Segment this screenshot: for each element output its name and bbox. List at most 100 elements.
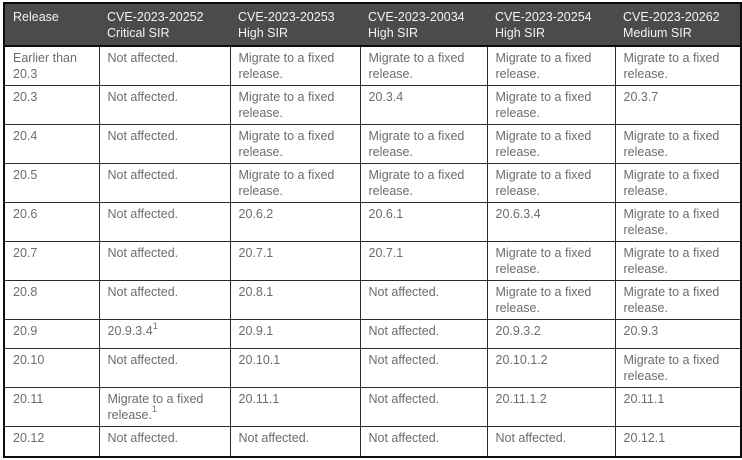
fixed-release-cell: Not affected. xyxy=(359,319,488,349)
release-cell: 20.10 xyxy=(3,348,100,388)
fixed-release-cell: Migrate to a fixed release. xyxy=(229,45,361,86)
fixed-release-cell: 20.11.1 xyxy=(229,387,361,427)
table-row: 20.10 Not affected. 20.10.1 Not affected. 20… xyxy=(3,348,742,388)
fixed-release-cell: Not affected. xyxy=(98,348,231,388)
fixed-release-cell: 20.6.1 xyxy=(359,202,488,242)
column-header-cve-2023-20253: CVE-2023-20253 High SIR xyxy=(230,3,360,47)
fixed-release-cell: Migrate to a fixed release. xyxy=(486,241,616,281)
cve-id-label: CVE-2023-20253 xyxy=(238,10,335,24)
table-row: 20.9 20.9.3.41 20.9.1 Not affected. 20.9.3.2… xyxy=(3,319,742,349)
release-cell: 20.7 xyxy=(3,241,100,281)
column-header-cve-2023-20262: CVE-2023-20262 Medium SIR xyxy=(615,3,741,47)
fixed-release-cell: Not affected. xyxy=(229,426,361,457)
fixed-release-cell: 20.7.1 xyxy=(229,241,361,281)
fixed-release-cell: Migrate to a fixed release. xyxy=(486,45,616,86)
fixed-release-cell: 20.10.1 xyxy=(229,348,361,388)
fixed-release-cell: Migrate to a fixed release. xyxy=(229,85,361,125)
fixed-release-cell: Not affected. xyxy=(98,426,231,457)
fixed-release-cell: 20.9.3 xyxy=(614,319,742,349)
fixed-release-cell: Migrate to a fixed release. xyxy=(486,85,616,125)
fixed-release-cell: Migrate to a fixed release. xyxy=(229,124,361,164)
release-cell: 20.5 xyxy=(3,163,100,203)
fixed-release-cell: 20.8.1 xyxy=(229,280,361,320)
table-row: 20.12 Not affected. Not affected. Not affec… xyxy=(3,426,742,457)
fixed-release-cell: Not affected. xyxy=(98,124,231,164)
fixed-release-cell: Migrate to a fixed release. xyxy=(614,348,742,388)
release-cell: 20.11 xyxy=(3,387,100,427)
sir-level-label: High SIR xyxy=(495,26,546,40)
fixed-release-cell: 20.3.4 xyxy=(359,85,488,125)
fixed-release-cell: 20.6.3.4 xyxy=(486,202,616,242)
table-row: 20.4 Not affected. Migrate to a fixed rele… xyxy=(3,124,742,164)
fixed-release-cell: Migrate to a fixed release. xyxy=(614,45,742,86)
fixed-release-cell: Not affected. xyxy=(359,348,488,388)
sir-level-label: High SIR xyxy=(238,26,289,40)
column-header-cve-2023-20034: CVE-2023-20034 High SIR xyxy=(360,3,487,47)
fixed-release-cell: 20.9.1 xyxy=(229,319,361,349)
fixed-release-cell: Not affected. xyxy=(359,426,488,457)
table-body: Earlier than 20.3 Not affected. Migrate to… xyxy=(3,45,742,457)
fixed-release-cell: Migrate to a fixed release. xyxy=(486,124,616,164)
fixed-release-cell: Not affected. xyxy=(359,387,488,427)
release-cell: 20.3 xyxy=(3,85,100,125)
cve-id-label: CVE-2023-20254 xyxy=(495,10,592,24)
fixed-release-cell: 20.11.1 xyxy=(614,387,742,427)
fixed-release-cell: Not affected. xyxy=(98,163,231,203)
fixed-release-cell: Not affected. xyxy=(98,241,231,281)
table-row: 20.11 Migrate to a fixed release.1 20.11.1… xyxy=(3,387,742,427)
table-row: 20.5 Not affected. Migrate to a fixed rele… xyxy=(3,163,742,203)
sir-level-label: High SIR xyxy=(368,26,419,40)
fixed-release-cell: Migrate to a fixed release.1 xyxy=(98,387,231,427)
release-cell: 20.12 xyxy=(3,426,100,457)
column-header-cve-2023-20252: CVE-2023-20252 Critical SIR xyxy=(99,3,230,47)
table-header: Release CVE-2023-20252 Critical SIR CVE-202… xyxy=(4,3,741,47)
fixed-release-cell: Not affected. xyxy=(98,280,231,320)
first-fixed-release-table: Release CVE-2023-20252 Critical SIR CVE-202… xyxy=(3,2,742,458)
fixed-release-cell: Migrate to a fixed release. xyxy=(614,163,742,203)
fixed-release-cell: Migrate to a fixed release. xyxy=(486,163,616,203)
table-row: Earlier than 20.3 Not affected. Migrate to… xyxy=(3,45,742,86)
footnote-marker: 1 xyxy=(151,404,157,415)
fixed-release-cell: Migrate to a fixed release. xyxy=(614,202,742,242)
fixed-release-cell: Migrate to a fixed release. xyxy=(359,45,488,86)
fixed-release-cell: Migrate to a fixed release. xyxy=(614,124,742,164)
fixed-release-cell: 20.3.7 xyxy=(614,85,742,125)
sir-level-label: Medium SIR xyxy=(623,26,692,40)
cve-id-label: CVE-2023-20252 xyxy=(107,10,204,24)
fixed-release-cell: 20.11.1.2 xyxy=(486,387,616,427)
cve-id-label: CVE-2023-20034 xyxy=(368,10,465,24)
fixed-release-cell: 20.12.1 xyxy=(614,426,742,457)
footnote-marker: 1 xyxy=(152,320,158,331)
fixed-release-cell: Not affected. xyxy=(98,202,231,242)
fixed-release-cell: 20.10.1.2 xyxy=(486,348,616,388)
release-cell: Earlier than 20.3 xyxy=(3,45,100,86)
header-row: Release CVE-2023-20252 Critical SIR CVE-202… xyxy=(4,3,741,47)
fixed-release-cell: 20.9.3.2 xyxy=(486,319,616,349)
sir-level-label: Critical SIR xyxy=(107,26,170,40)
column-header-release: Release xyxy=(4,3,99,47)
release-cell: 20.8 xyxy=(3,280,100,320)
fixed-release-cell: Migrate to a fixed release. xyxy=(614,280,742,320)
fixed-release-cell: Migrate to a fixed release. xyxy=(614,241,742,281)
release-cell: 20.9 xyxy=(3,319,100,349)
table-row: 20.8 Not affected. 20.8.1 Not affected. Migr… xyxy=(3,280,742,320)
table-row: 20.6 Not affected. 20.6.2 20.6.1 20.6.3.4 Mig… xyxy=(3,202,742,242)
column-header-cve-2023-20254: CVE-2023-20254 High SIR xyxy=(487,3,615,47)
table-row: 20.7 Not affected. 20.7.1 20.7.1 Migrate to … xyxy=(3,241,742,281)
fixed-release-cell: 20.7.1 xyxy=(359,241,488,281)
fixed-release-cell: Not affected. xyxy=(98,45,231,86)
cve-id-label: CVE-2023-20262 xyxy=(623,10,720,24)
fixed-release-cell: Migrate to a fixed release. xyxy=(229,163,361,203)
table-row: 20.3 Not affected. Migrate to a fixed rele… xyxy=(3,85,742,125)
fixed-release-cell: 20.9.3.41 xyxy=(98,319,231,349)
fixed-release-cell: Migrate to a fixed release. xyxy=(359,163,488,203)
fixed-release-cell: Not affected. xyxy=(359,280,488,320)
release-cell: 20.6 xyxy=(3,202,100,242)
release-cell: 20.4 xyxy=(3,124,100,164)
fixed-release-cell: Not affected. xyxy=(486,426,616,457)
fixed-release-cell: Not affected. xyxy=(98,85,231,125)
fixed-release-cell: Migrate to a fixed release. xyxy=(486,280,616,320)
fixed-release-cell: Migrate to a fixed release. xyxy=(359,124,488,164)
fixed-release-cell: 20.6.2 xyxy=(229,202,361,242)
